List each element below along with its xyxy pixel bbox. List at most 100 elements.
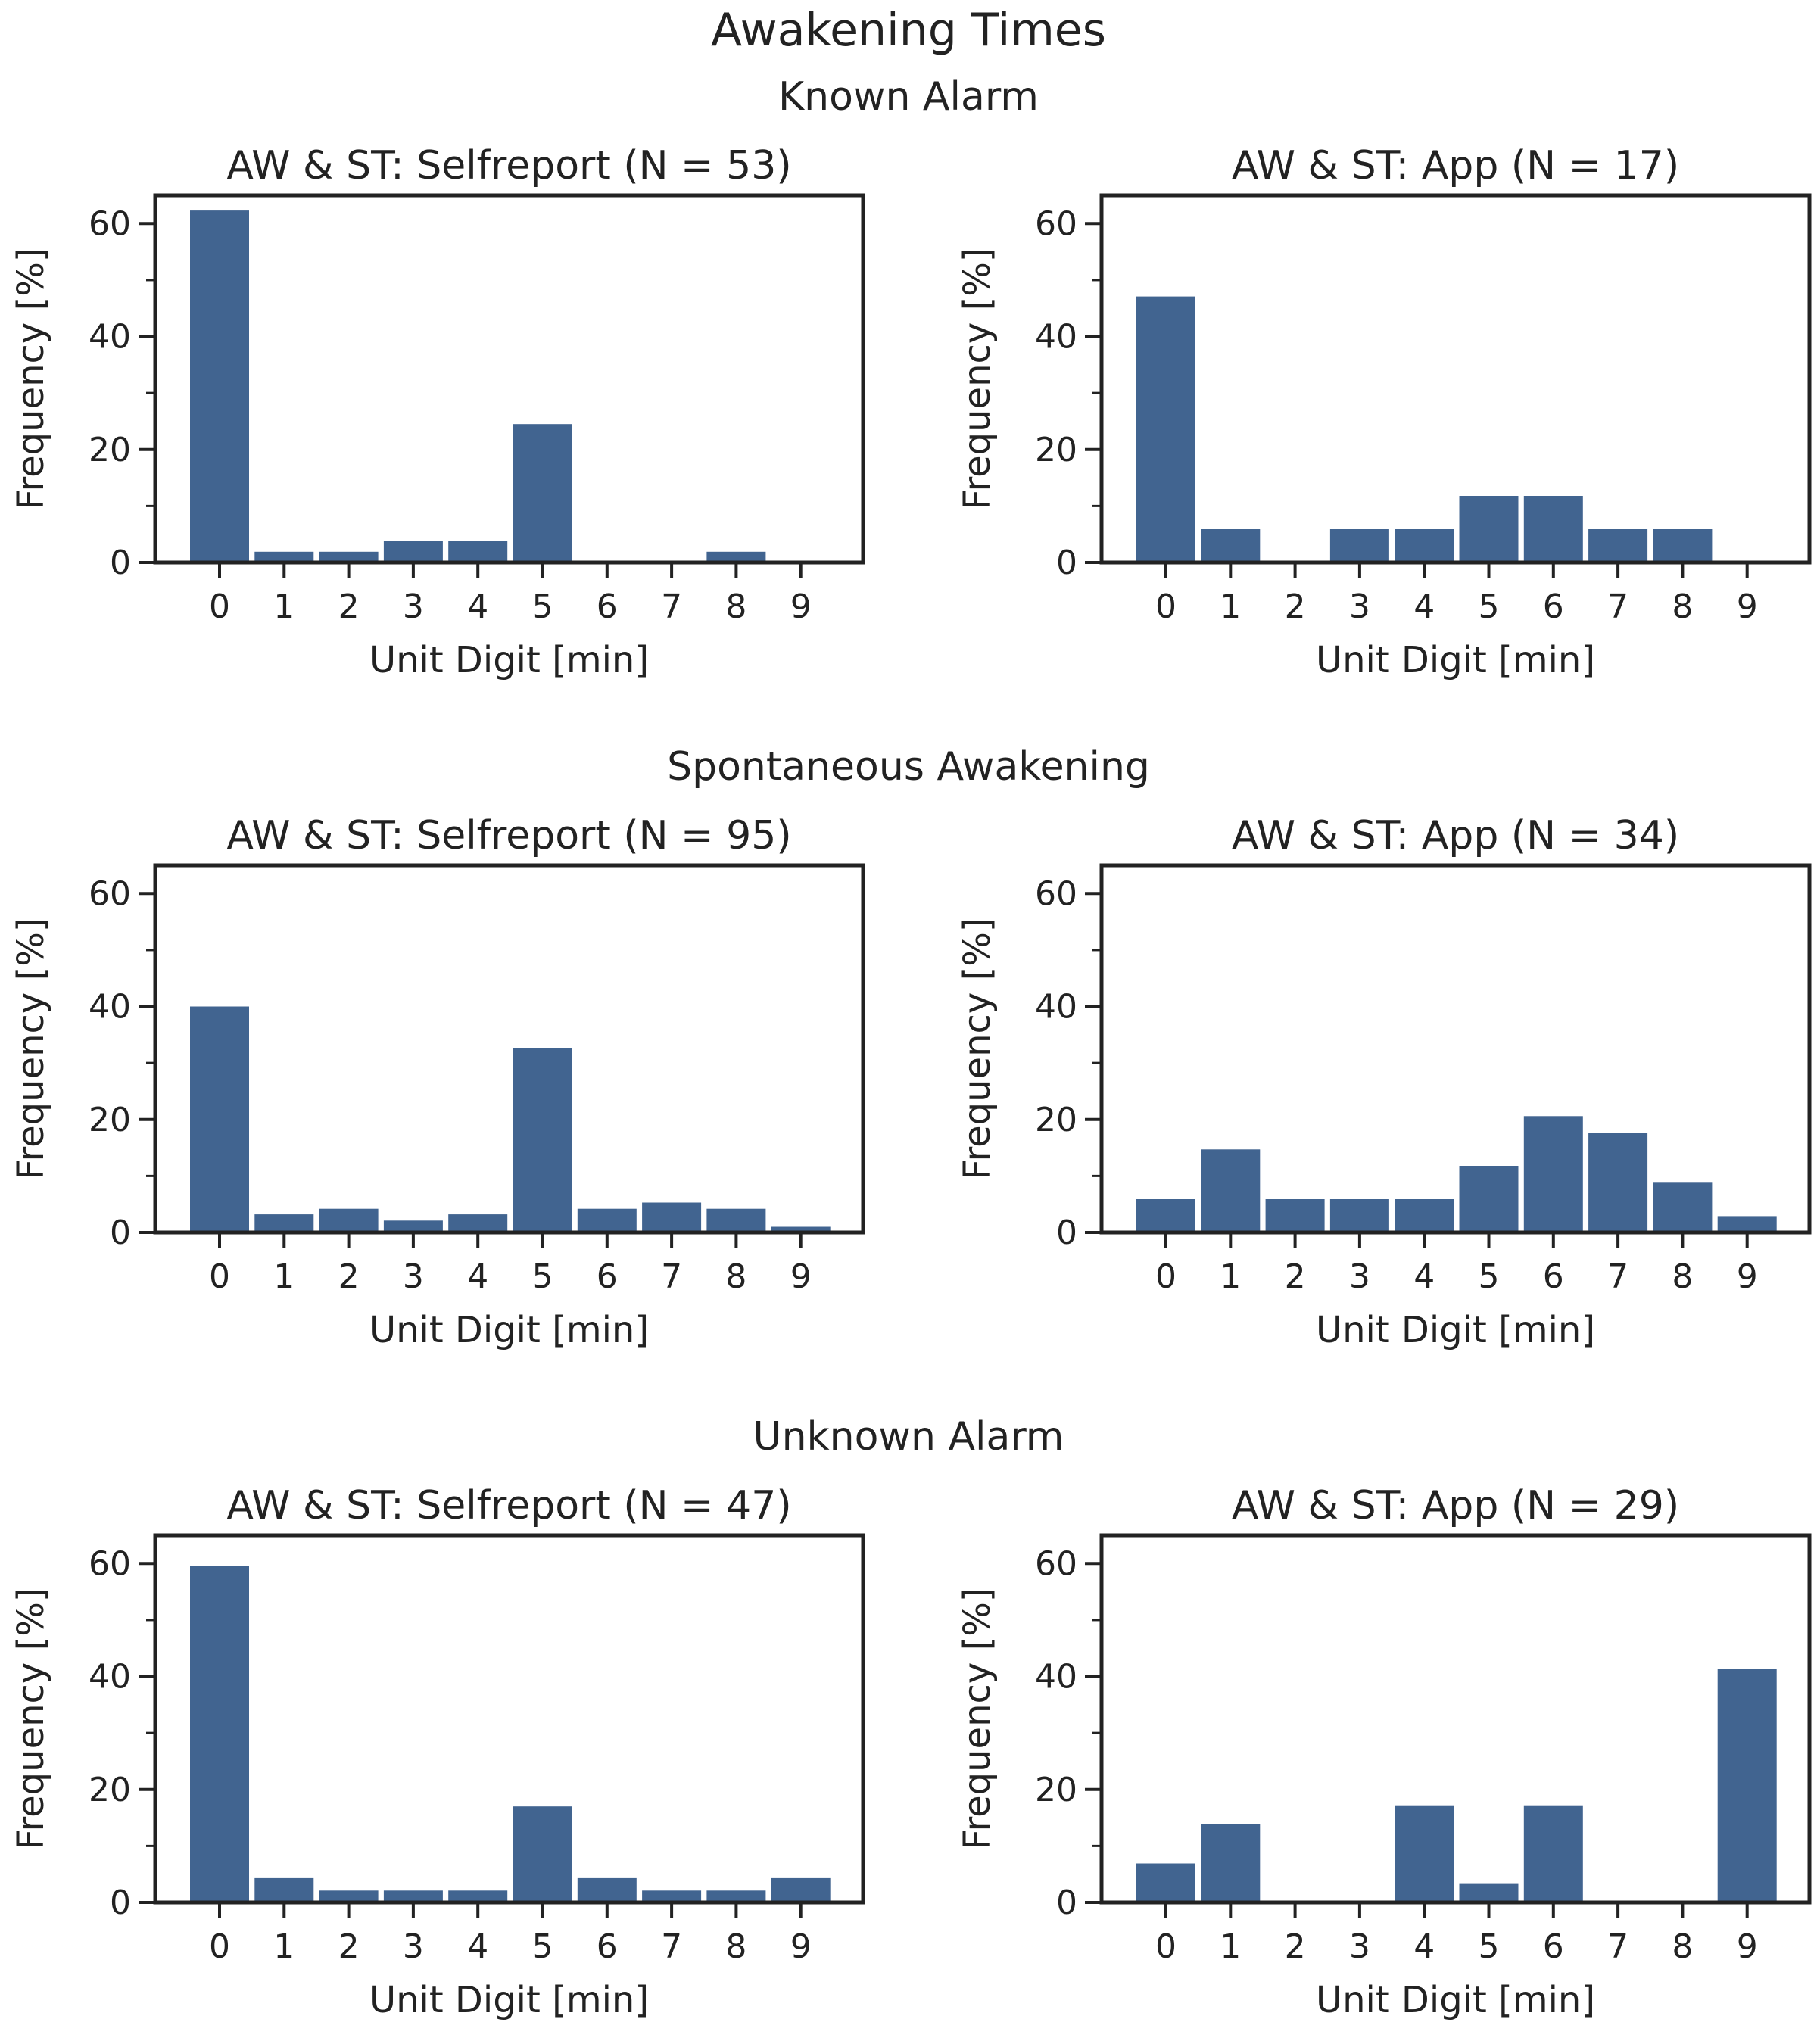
chart-title: AW & ST: App (N = 29) [1232, 1483, 1679, 1528]
x-tick-label: 2 [1285, 1257, 1306, 1296]
x-tick-label: 4 [1413, 1927, 1435, 1966]
y-tick-label: 40 [89, 318, 131, 357]
bar-1 [1201, 529, 1261, 562]
plot-frame [1099, 193, 1812, 565]
row-title-unknown-alarm: Unknown Alarm [753, 1414, 1064, 1460]
x-tick-label: 5 [532, 1927, 553, 1966]
x-tick-label: 2 [1285, 587, 1306, 626]
bar-1 [1201, 1149, 1261, 1232]
y-axis-label: Frequency [%] [10, 918, 52, 1179]
x-tick-label: 0 [209, 587, 230, 626]
y-tick-label: 60 [89, 1544, 131, 1583]
x-tick-label: 7 [1607, 1927, 1628, 1966]
bar-4 [1395, 529, 1454, 562]
bar-8 [1653, 529, 1713, 562]
x-axis-label: Unit Digit [min] [1316, 1309, 1595, 1351]
plot-frame [153, 863, 865, 1235]
x-axis-label: Unit Digit [min] [369, 1309, 649, 1351]
figure-title: Awakening Times [711, 4, 1106, 57]
x-tick-label: 7 [1607, 1257, 1628, 1296]
bar-1 [254, 1214, 314, 1232]
bar-7 [1588, 529, 1648, 562]
x-tick-label: 4 [1413, 1257, 1435, 1296]
y-tick-label: 20 [1035, 1101, 1077, 1139]
y-tick-label: 0 [1056, 1214, 1077, 1252]
x-tick-label: 5 [532, 1257, 553, 1296]
x-tick-label: 8 [725, 1257, 746, 1296]
x-tick-label: 5 [1479, 587, 1500, 626]
x-tick-label: 2 [338, 1257, 360, 1296]
x-tick-label: 5 [532, 587, 553, 626]
bar-8 [1653, 1182, 1713, 1232]
bar-3 [383, 1890, 443, 1902]
x-tick-label: 3 [403, 587, 424, 626]
chart-title: AW & ST: App (N = 34) [1232, 813, 1679, 858]
y-tick-label: 40 [89, 988, 131, 1027]
bar-4 [1395, 1199, 1454, 1232]
x-tick-label: 9 [1737, 587, 1758, 626]
x-tick-label: 1 [273, 1257, 295, 1296]
bar-3 [383, 541, 443, 562]
x-tick-label: 0 [1155, 1257, 1177, 1296]
bar-5 [1459, 1883, 1519, 1902]
bar-3 [1329, 1199, 1389, 1232]
bar-1 [254, 551, 314, 562]
bar-0 [190, 210, 249, 562]
x-tick-label: 7 [661, 587, 682, 626]
y-tick-label: 40 [89, 1658, 131, 1697]
bar-0 [190, 1566, 249, 1902]
y-tick-label: 20 [1035, 431, 1077, 469]
bar-2 [319, 551, 379, 562]
bar-4 [448, 1890, 508, 1902]
x-tick-label: 6 [597, 1257, 618, 1296]
x-axis-label: Unit Digit [min] [1316, 639, 1595, 681]
bar-5 [1459, 496, 1519, 562]
chart-title: AW & ST: App (N = 17) [1232, 143, 1679, 189]
x-tick-label: 4 [467, 1927, 488, 1966]
chart-panel-5: 0 20 40 60 0 1 2 3 4 5 6 7 8 9 AW & ST: Selfreport (N … [10, 1483, 865, 2021]
bar-5 [513, 1806, 572, 1902]
bar-6 [577, 1208, 637, 1232]
bar-7 [642, 1202, 702, 1232]
y-tick-label: 40 [1035, 1658, 1077, 1697]
plot-frame [1099, 863, 1812, 1235]
x-tick-label: 2 [1285, 1927, 1306, 1966]
bar-4 [448, 541, 508, 562]
x-tick-label: 3 [1349, 1927, 1370, 1966]
y-tick-label: 40 [1035, 318, 1077, 357]
y-tick-label: 0 [1056, 1884, 1077, 1922]
bar-3 [1329, 529, 1389, 562]
bar-6 [1523, 1116, 1583, 1232]
x-axis-label: Unit Digit [min] [369, 639, 649, 681]
x-tick-label: 4 [467, 587, 488, 626]
x-tick-label: 5 [1479, 1927, 1500, 1966]
row-title-spontaneous-awakening: Spontaneous Awakening [667, 744, 1150, 790]
y-tick-label: 60 [89, 874, 131, 913]
bar-6 [1523, 1805, 1583, 1902]
chart-panel-6: 0 20 40 60 0 1 2 3 4 5 6 7 8 9 AW & ST: App (N = 29) Un… [956, 1483, 1812, 2021]
x-tick-label: 0 [1155, 587, 1177, 626]
x-tick-label: 8 [1672, 587, 1693, 626]
y-axis-label: Frequency [%] [956, 918, 999, 1179]
x-tick-label: 1 [1220, 587, 1241, 626]
y-axis-label: Frequency [%] [956, 248, 999, 509]
chart-title: AW & ST: Selfreport (N = 53) [226, 143, 791, 189]
x-tick-label: 9 [790, 587, 812, 626]
bar-3 [383, 1220, 443, 1232]
bar-5 [1459, 1166, 1519, 1232]
x-tick-label: 6 [597, 1927, 618, 1966]
chart-title: AW & ST: Selfreport (N = 47) [226, 1483, 791, 1528]
y-tick-label: 20 [1035, 1771, 1077, 1809]
y-tick-label: 0 [110, 1214, 131, 1252]
bar-9 [771, 1877, 831, 1902]
y-tick-label: 20 [89, 1771, 131, 1809]
x-tick-label: 9 [790, 1927, 812, 1966]
chart-panel-4: 0 20 40 60 0 1 2 3 4 5 6 7 8 9 AW & ST: App (N = 34) Un… [956, 813, 1812, 1351]
x-tick-label: 6 [1543, 1927, 1564, 1966]
x-tick-label: 3 [403, 1257, 424, 1296]
bar-8 [706, 551, 766, 562]
bar-2 [319, 1208, 379, 1232]
x-tick-label: 6 [1543, 1257, 1564, 1296]
